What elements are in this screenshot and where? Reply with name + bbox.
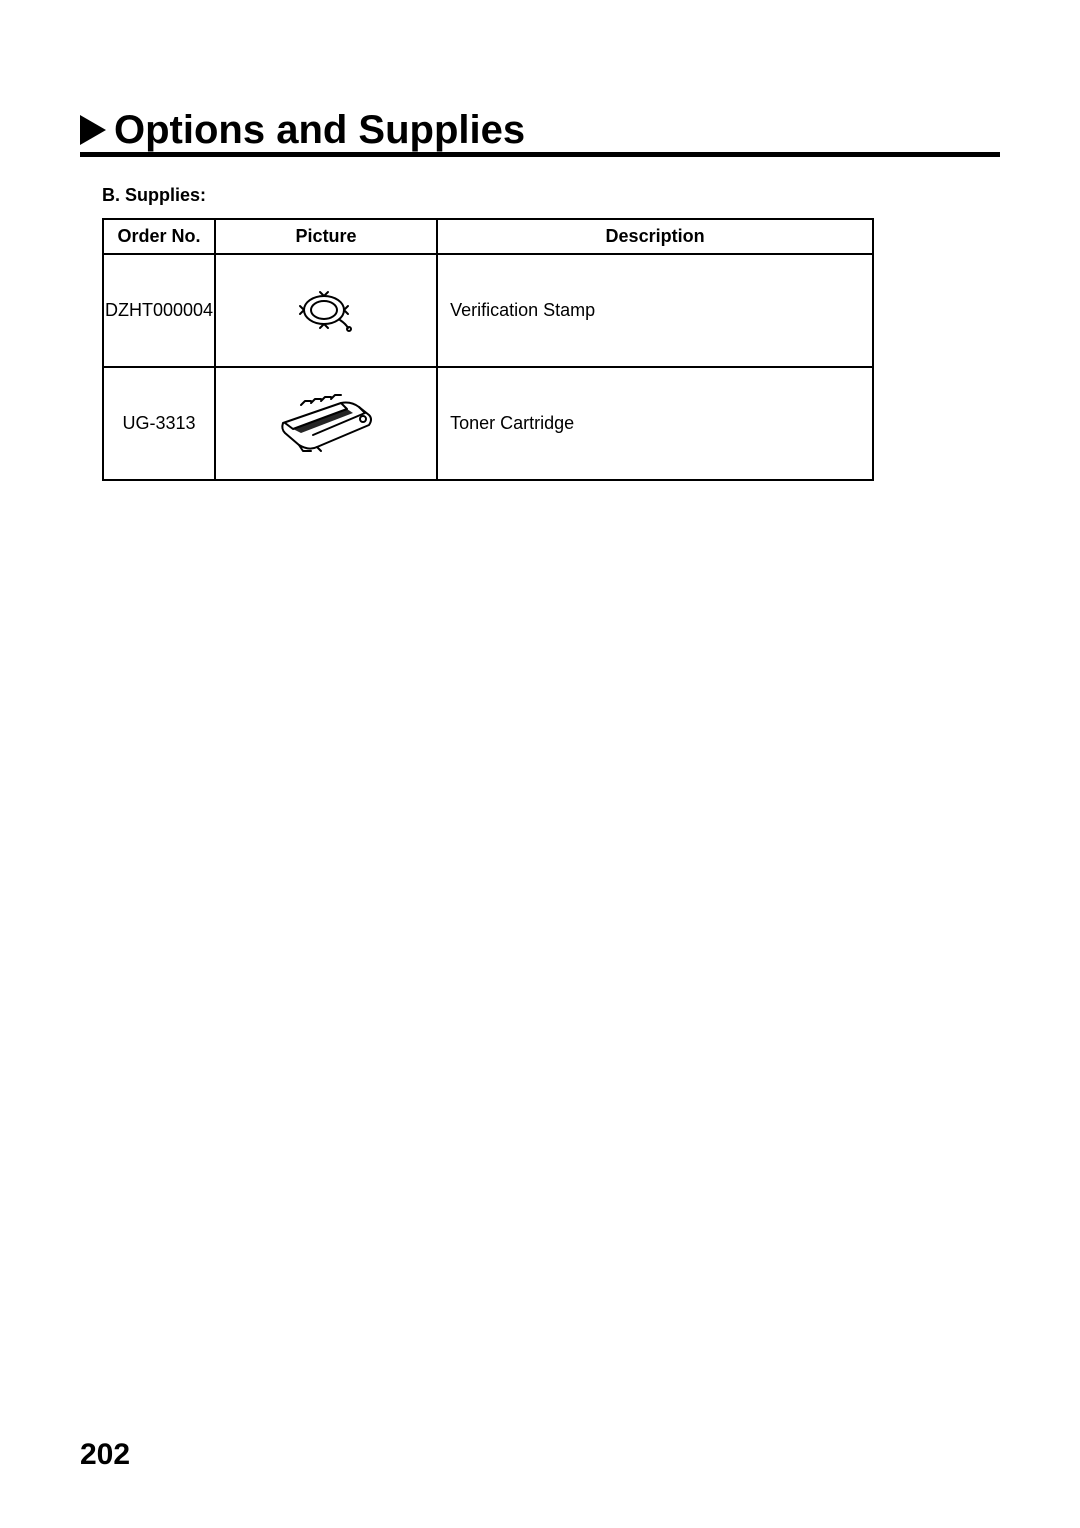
page-number: 202 <box>80 1438 130 1472</box>
col-header-picture: Picture <box>215 219 437 254</box>
cell-order-no: UG-3313 <box>103 367 215 480</box>
section-subheading: B. Supplies: <box>102 185 1000 206</box>
heading-triangle-icon <box>80 115 106 145</box>
cell-picture <box>215 367 437 480</box>
col-header-description: Description <box>437 219 873 254</box>
heading-row: Options and Supplies <box>80 110 1000 157</box>
verification-stamp-icon <box>296 288 356 333</box>
toner-cartridge-icon <box>271 389 381 459</box>
table-row: DZHT000004 <box>103 254 873 367</box>
table-header-row: Order No. Picture Description <box>103 219 873 254</box>
cell-picture <box>215 254 437 367</box>
supplies-table: Order No. Picture Description DZHT000004 <box>102 218 874 481</box>
page-title: Options and Supplies <box>114 110 525 150</box>
page: Options and Supplies B. Supplies: Order … <box>0 0 1080 1528</box>
col-header-order-no: Order No. <box>103 219 215 254</box>
table-row: UG-3313 <box>103 367 873 480</box>
cell-order-no: DZHT000004 <box>103 254 215 367</box>
cell-description: Toner Cartridge <box>437 367 873 480</box>
cell-description: Verification Stamp <box>437 254 873 367</box>
